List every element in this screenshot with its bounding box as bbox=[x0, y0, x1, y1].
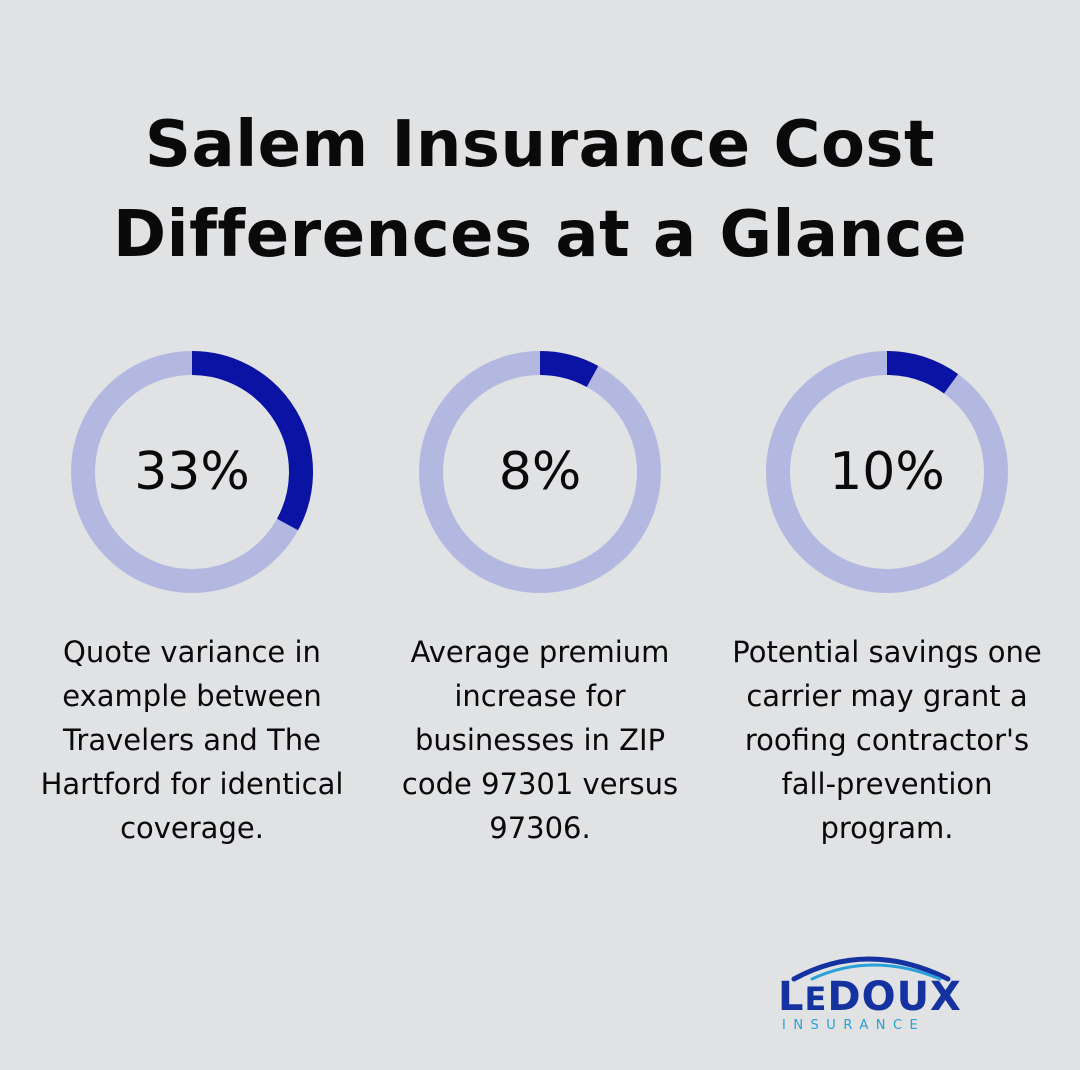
donut-chart-premium-increase bbox=[419, 351, 661, 593]
page-title: Salem Insurance Cost Differences at a Gl… bbox=[0, 100, 1080, 280]
stat-description: Quote variance in example between Travel… bbox=[40, 635, 344, 845]
stat-value: 8% bbox=[498, 442, 582, 502]
stat-card-premium-increase: 8% Average premium increase for business… bbox=[370, 350, 710, 850]
donut-chart-potential-savings bbox=[766, 351, 1008, 593]
logo-sub-text: INSURANCE bbox=[782, 1018, 926, 1033]
stat-description: Potential savings one carrier may grant … bbox=[732, 635, 1042, 845]
logo-arc-icon bbox=[791, 956, 951, 982]
logo-arc-inner bbox=[810, 963, 942, 981]
stat-card-quote-variance: 33% Quote variance in example between Tr… bbox=[22, 350, 362, 850]
logo-arc-outer bbox=[791, 956, 951, 982]
donut-chart-quote-variance bbox=[71, 351, 313, 593]
stat-description: Average premium increase for businesses … bbox=[401, 635, 679, 845]
title-line-1: Salem Insurance Cost bbox=[144, 108, 936, 182]
stat-value: 10% bbox=[829, 442, 945, 502]
title-line-2: Differences at a Glance bbox=[113, 198, 967, 272]
ledoux-insurance-logo: LEDOUX INSURANCE bbox=[772, 945, 962, 1035]
logo-brand-text: LEDOUX bbox=[778, 974, 962, 1020]
donut-value-arc bbox=[539, 351, 599, 388]
stat-value: 33% bbox=[134, 442, 250, 502]
stat-card-potential-savings: 10% Potential savings one carrier may gr… bbox=[717, 350, 1057, 850]
donut-value-arc bbox=[191, 351, 313, 531]
donut-value-arc bbox=[886, 351, 959, 394]
